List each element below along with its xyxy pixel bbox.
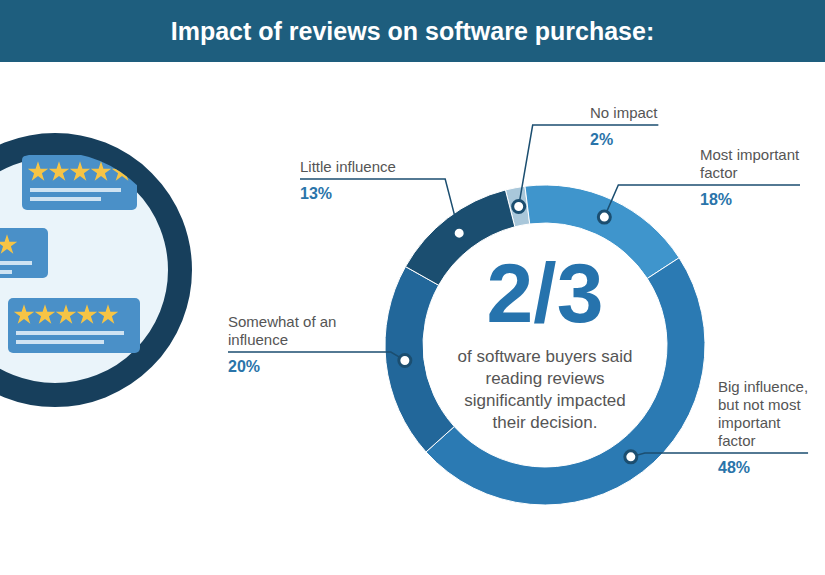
- data-label: 48%: [718, 459, 750, 476]
- text-line: Little influence: [300, 158, 396, 175]
- review-star: [98, 304, 118, 323]
- data-label: 20%: [228, 358, 260, 375]
- review-star: [112, 161, 132, 180]
- data-label: 13%: [300, 185, 332, 202]
- review-star: [35, 304, 55, 323]
- slice-label: No impact: [590, 104, 658, 121]
- text-line: Somewhat of an: [228, 313, 336, 330]
- magnifier-lens: [0, 145, 180, 395]
- leader-dot: [453, 227, 465, 239]
- review-line: [30, 197, 101, 201]
- text-line: reading reviews: [485, 369, 604, 388]
- text-line: No impact: [590, 104, 658, 121]
- labels: No impact2%Most importantfactor18%Big in…: [228, 104, 808, 476]
- leader-line: [604, 185, 800, 217]
- leader-dot: [513, 200, 525, 212]
- donut: [385, 185, 705, 505]
- leader-dots: [399, 200, 637, 462]
- title-banner: [0, 0, 825, 62]
- leader-line: [519, 125, 659, 206]
- text-line: their decision.: [493, 413, 598, 432]
- text-line: factor: [700, 164, 738, 181]
- leader-line: [631, 453, 808, 457]
- leader-line: [300, 179, 459, 233]
- donut-slice: [385, 267, 454, 452]
- center-text: 2/3: [487, 246, 604, 340]
- review-line: [30, 188, 121, 192]
- slice-label: Most importantfactor: [700, 146, 800, 181]
- slice-label: Little influence: [300, 158, 396, 175]
- review-star: [14, 304, 34, 323]
- review-star: [28, 161, 48, 180]
- data-label: 18%: [700, 191, 732, 208]
- review-star: [70, 161, 90, 180]
- review-bubble: [22, 155, 137, 210]
- leader-line: [228, 352, 405, 360]
- review-line: [16, 340, 104, 344]
- text-line: Big influence,: [718, 378, 808, 395]
- text-line: Most important: [700, 146, 800, 163]
- leaders: [228, 125, 808, 457]
- text-line: but not most: [718, 396, 801, 413]
- review-star: [56, 304, 76, 323]
- title: Impact of reviews on software purchase:: [171, 17, 654, 45]
- text-line: influence: [228, 331, 288, 348]
- review-star: [49, 161, 69, 180]
- review-bubble: [0, 228, 48, 278]
- review-bubble: [8, 298, 140, 353]
- review-line: [16, 331, 124, 335]
- review-line: [0, 261, 32, 265]
- slice-label: Somewhat of aninfluence: [228, 313, 336, 348]
- text-line: factor: [718, 432, 756, 449]
- data-label: 2%: [590, 131, 613, 148]
- review-star: [91, 161, 111, 180]
- magnifier-icon: [0, 145, 180, 517]
- lens-content: [0, 155, 140, 353]
- review-line: [0, 270, 12, 274]
- review-star: [77, 304, 97, 323]
- text-line: important: [718, 414, 781, 431]
- text-line: of software buyers said: [458, 347, 633, 366]
- review-star: [0, 234, 17, 253]
- leader-dot: [625, 451, 637, 463]
- center-caption: of software buyers said reading reviews si…: [458, 347, 633, 432]
- text-line: significantly impacted: [464, 391, 626, 410]
- leader-dot: [598, 211, 610, 223]
- chart: Impact of reviews on software purchase: 2…: [0, 0, 825, 575]
- leader-dot: [399, 354, 411, 366]
- slice-label: Big influence,but not mostimportantfacto…: [718, 378, 808, 449]
